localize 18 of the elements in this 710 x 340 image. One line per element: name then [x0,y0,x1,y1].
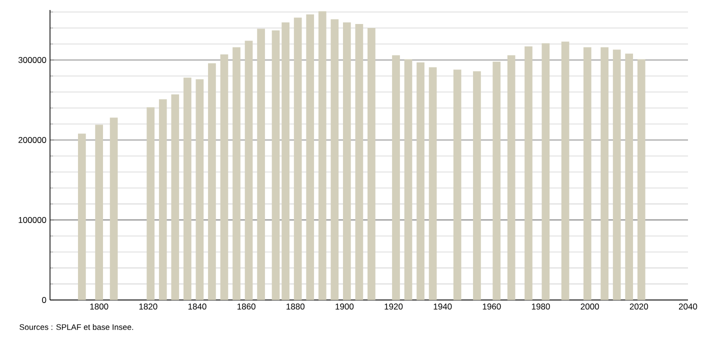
x-tick-label: 2040 [678,304,698,310]
x-tick-label: 1880 [286,304,305,310]
x-tick-label: 1900 [336,304,354,310]
x-tick-label: 1800 [90,304,108,310]
x-tick-label: 1980 [532,304,550,310]
x-tick-label: 2000 [580,304,599,310]
y-tick-label: 300000 [18,56,46,63]
x-tick-label: 1860 [238,304,256,310]
x-tick-label: 1820 [139,304,158,310]
x-tick-label: 1840 [188,304,206,310]
y-tick-label: 0 [42,296,46,303]
source-note: Sources : SPLAF et base Insee. [20,324,134,330]
x-tick-label: 1960 [482,304,501,310]
x-tick-label: 1940 [434,304,452,310]
y-tick-label: 100000 [18,216,46,223]
x-tick-label: 1920 [384,304,403,310]
x-tick-label: 2020 [630,304,648,310]
y-tick-label: 200000 [18,136,46,143]
